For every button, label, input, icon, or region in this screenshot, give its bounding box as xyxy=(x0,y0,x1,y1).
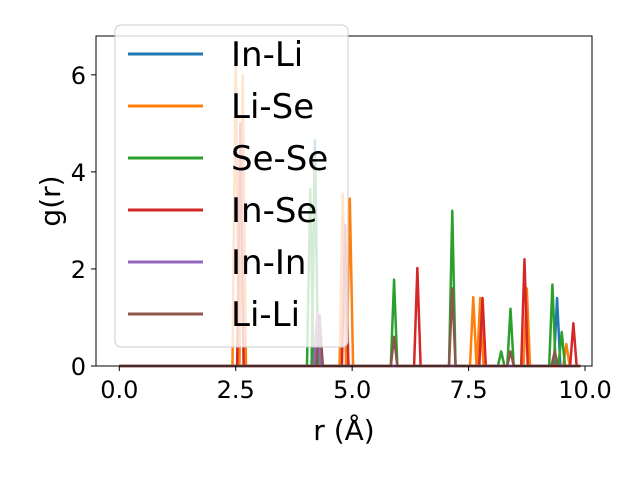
y-tick-label: 2 xyxy=(71,256,86,284)
legend: In-Li Li-Se Se-Se In-Se In-In Li-Li xyxy=(114,24,349,348)
y-tick-label: 6 xyxy=(71,62,86,90)
legend-item: Li-Se xyxy=(128,87,314,127)
legend-item: In-In xyxy=(128,243,306,283)
x-tick-label: 7.5 xyxy=(449,376,487,404)
legend-label: In-Se xyxy=(231,191,317,231)
legend-item: In-Li xyxy=(128,35,303,75)
legend-item: Li-Li xyxy=(128,295,300,335)
series-line-li-li xyxy=(119,287,581,368)
legend-label: In-In xyxy=(231,243,306,283)
legend-label: Se-Se xyxy=(231,139,328,179)
x-axis-label: r (Å) xyxy=(313,413,374,447)
x-tick-label: 10.0 xyxy=(558,376,611,404)
legend-label: Li-Se xyxy=(231,87,314,127)
y-axis-label: g(r) xyxy=(34,175,67,226)
y-tick-label: 4 xyxy=(71,159,86,187)
x-tick-label: 0.0 xyxy=(100,376,138,404)
x-tick-label: 2.5 xyxy=(217,376,255,404)
x-tick-label: 5.0 xyxy=(333,376,371,404)
x-axis: 0.0 2.5 5.0 7.5 10.0 xyxy=(100,366,612,404)
legend-item: Se-Se xyxy=(128,139,328,179)
legend-label: In-Li xyxy=(231,35,303,75)
legend-item: In-Se xyxy=(128,191,317,231)
y-axis: 0 2 4 6 xyxy=(71,62,96,381)
y-tick-label: 0 xyxy=(71,353,86,381)
legend-label: Li-Li xyxy=(231,295,300,335)
